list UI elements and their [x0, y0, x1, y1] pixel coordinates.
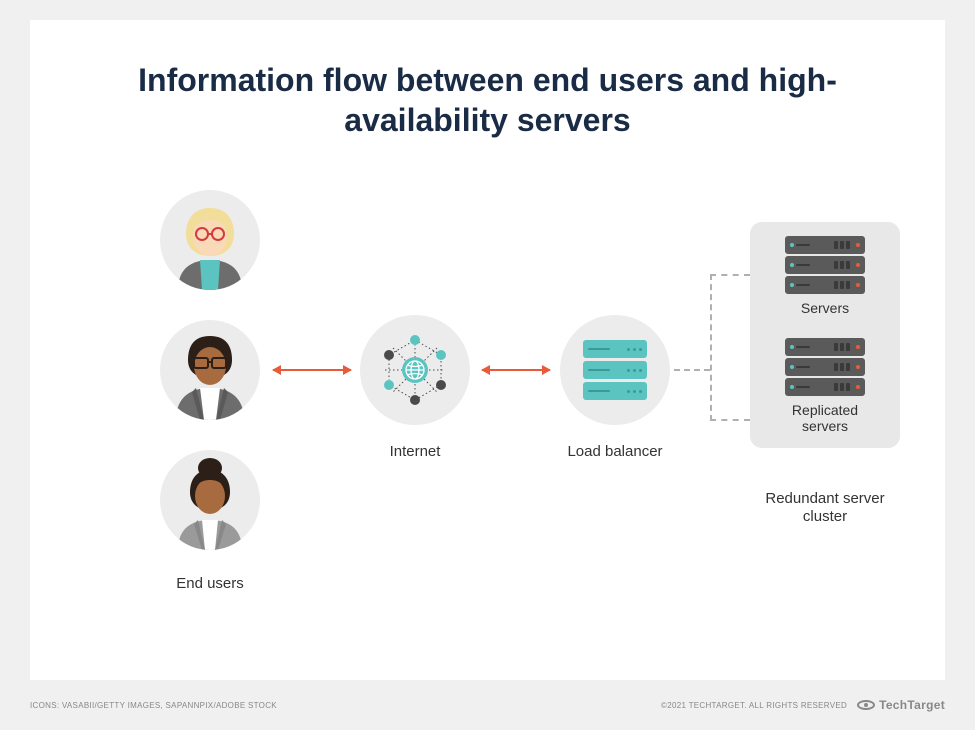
load-balancer-label: Load balancer: [545, 443, 685, 461]
cluster-box: Servers Replicated servers: [750, 222, 900, 448]
load-balancer-icon: [583, 340, 647, 400]
internet-node: [360, 315, 470, 425]
end-users-label: End users: [140, 575, 280, 593]
techtarget-logo: TechTarget: [857, 698, 945, 712]
footer-copyright: ©2021 TECHTARGET. ALL RIGHTS RESERVED: [661, 701, 847, 710]
replicated-servers-label: Replicated servers: [768, 402, 882, 434]
dashed-lb-out: [674, 369, 710, 371]
brand-text: TechTarget: [879, 698, 945, 712]
avatar-user-3: [160, 450, 260, 550]
diagram-area: End users: [70, 160, 905, 640]
internet-label: Internet: [345, 443, 485, 461]
cluster-label: Redundant server cluster: [755, 490, 895, 526]
avatar-user-1: [160, 190, 260, 290]
servers-icon: [768, 236, 882, 294]
replicated-servers-icon: [768, 338, 882, 396]
load-balancer-node: [560, 315, 670, 425]
dashed-to-replicated: [710, 419, 750, 421]
canvas: Information flow between end users and h…: [30, 20, 945, 680]
dashed-branch-v: [710, 274, 712, 421]
arrow-users-internet: [273, 369, 351, 371]
arrow-internet-lb: [482, 369, 550, 371]
footer-credits: ICONS: VASABII/GETTY IMAGES, SAPANNPIX/A…: [30, 701, 277, 710]
avatar-user-2: [160, 320, 260, 420]
footer: ICONS: VASABII/GETTY IMAGES, SAPANNPIX/A…: [30, 698, 945, 712]
dashed-to-servers: [710, 274, 750, 276]
diagram-title: Information flow between end users and h…: [70, 60, 905, 140]
servers-label: Servers: [768, 300, 882, 316]
eye-icon: [857, 700, 875, 710]
